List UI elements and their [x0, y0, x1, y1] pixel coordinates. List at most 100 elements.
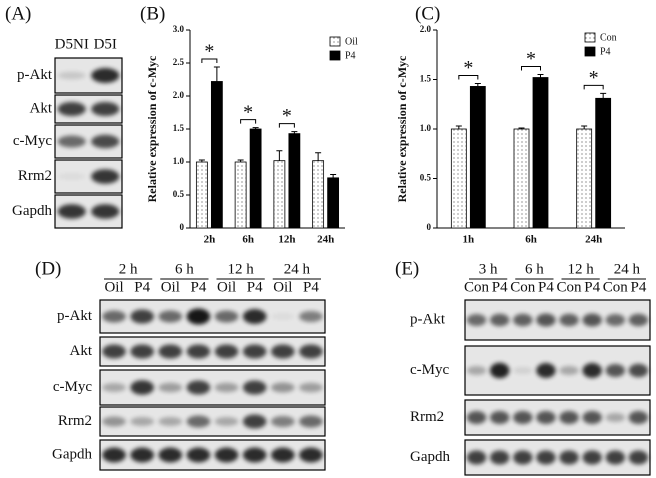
row-label: Rrm2 — [410, 409, 444, 425]
bar — [312, 160, 325, 229]
group-label: 6 h — [175, 261, 194, 277]
significance-mark: * — [463, 57, 473, 79]
bar — [210, 81, 223, 229]
band — [271, 344, 295, 359]
band — [186, 415, 211, 428]
band — [242, 414, 267, 429]
lane-label: P4 — [303, 279, 319, 295]
band — [214, 447, 239, 463]
band — [559, 411, 579, 424]
band — [466, 314, 487, 326]
band — [130, 309, 154, 324]
significance-bracket — [201, 58, 218, 63]
lane-label: P4 — [247, 279, 263, 295]
lane-label: P4 — [538, 279, 554, 295]
error-bar — [213, 66, 220, 82]
band — [91, 102, 120, 116]
band — [299, 415, 323, 428]
error-bar — [600, 92, 607, 99]
x-tick-label: 1h — [463, 234, 475, 246]
band — [271, 313, 295, 320]
legend-swatch — [584, 46, 596, 57]
band — [582, 363, 602, 378]
significance-bracket — [278, 123, 295, 128]
row-label: Akt — [70, 343, 93, 359]
band — [214, 344, 239, 359]
legend-label: P4 — [600, 46, 611, 57]
lane-label: Oil — [104, 279, 123, 295]
band — [628, 313, 649, 327]
band — [582, 450, 602, 465]
row-label: c-Myc — [53, 379, 92, 395]
significance-mark: * — [243, 101, 253, 123]
y-tick-label: 1.0 — [420, 123, 432, 133]
row-label: p-Akt — [17, 67, 53, 83]
band — [242, 447, 267, 463]
band — [214, 310, 239, 323]
band — [214, 382, 239, 393]
band — [513, 450, 533, 465]
band — [466, 411, 487, 424]
bar — [576, 128, 593, 229]
error-bar — [474, 82, 481, 87]
bar — [513, 128, 530, 229]
band — [489, 362, 510, 379]
lane-label: P4 — [191, 279, 207, 295]
significance-mark: * — [282, 105, 292, 127]
panel-label: (D) — [35, 258, 61, 279]
row-label: Akt — [30, 100, 53, 116]
y-tick-label: 3.0 — [173, 24, 185, 34]
y-tick-label: 2.5 — [173, 57, 185, 67]
band — [102, 344, 126, 359]
lane-label: Con — [464, 279, 490, 295]
x-tick-label: 2h — [204, 234, 216, 246]
x-tick-label: 24h — [585, 234, 602, 246]
lane-label: D5NI — [55, 36, 89, 52]
y-tick-label: 0 — [427, 222, 432, 232]
band — [158, 447, 183, 463]
legend-label: Con — [600, 32, 617, 43]
band — [57, 173, 86, 180]
y-axis-label: Relative expression of c-Myc — [395, 55, 409, 202]
band — [130, 380, 154, 395]
band — [513, 367, 533, 374]
row-label: Gapdh — [52, 446, 92, 462]
band — [186, 308, 211, 325]
band — [271, 447, 295, 463]
band — [489, 450, 510, 465]
band — [102, 310, 126, 323]
band — [466, 366, 487, 375]
y-tick-label: 2.0 — [420, 24, 432, 34]
band — [628, 411, 649, 424]
bar — [249, 128, 262, 229]
band — [536, 450, 556, 465]
legend-label: P4 — [345, 50, 356, 61]
lane-label: Oil — [217, 279, 236, 295]
band — [130, 344, 154, 359]
band — [186, 344, 211, 359]
band — [186, 380, 211, 395]
group-label: 6 h — [525, 261, 544, 277]
row-label: Rrm2 — [18, 168, 52, 184]
lane-label: Con — [557, 279, 583, 295]
band — [130, 417, 154, 426]
band — [91, 68, 120, 83]
bar — [327, 177, 340, 229]
band — [91, 134, 120, 149]
bar — [595, 97, 612, 229]
bar — [195, 161, 208, 229]
band — [536, 313, 556, 327]
band — [130, 447, 154, 463]
row-label: c-Myc — [13, 133, 52, 149]
lane-label: D5I — [94, 36, 117, 52]
x-tick-label: 6h — [525, 234, 537, 246]
band — [158, 310, 183, 323]
band — [158, 382, 183, 393]
significance-bracket — [240, 119, 257, 124]
band — [513, 313, 533, 327]
error-bar — [291, 131, 298, 134]
y-tick-label: 0.5 — [420, 173, 432, 183]
band — [559, 313, 579, 327]
x-tick-label: 12h — [278, 234, 295, 246]
error-bar — [315, 152, 322, 161]
